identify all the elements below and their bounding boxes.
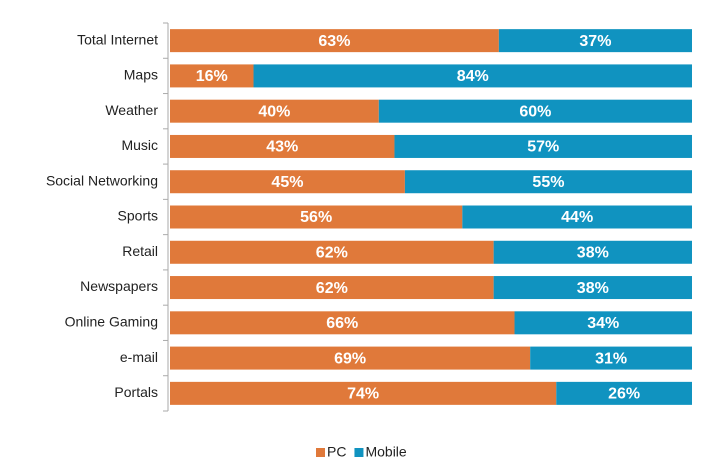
value-label: 26% — [608, 386, 640, 403]
value-label: 45% — [271, 174, 303, 191]
bar-segment — [170, 240, 494, 264]
legend-label: PC — [327, 444, 346, 460]
value-label: 16% — [196, 68, 228, 85]
bar-segment — [170, 134, 395, 158]
category-label: Portals — [114, 384, 158, 400]
category-label: Sports — [118, 208, 158, 224]
bar-segment — [556, 381, 692, 405]
bar-segment — [170, 381, 557, 405]
value-label: 43% — [266, 139, 298, 156]
value-label: 40% — [258, 103, 290, 120]
value-label: 44% — [561, 209, 593, 226]
bar-segment — [170, 205, 463, 229]
bar-segment — [170, 29, 499, 53]
legend-swatch — [354, 448, 364, 457]
category-label: e-mail — [120, 349, 158, 365]
category-label: Maps — [124, 67, 158, 83]
category-label: Weather — [105, 102, 158, 118]
bar-segment — [170, 170, 405, 194]
category-label: Newspapers — [80, 278, 158, 294]
category-label: Social Networking — [46, 172, 158, 188]
value-label: 62% — [316, 244, 348, 261]
bar-segment — [404, 170, 692, 194]
value-label: 37% — [579, 33, 611, 50]
bar-segment — [498, 29, 692, 53]
bar-segment — [530, 346, 692, 370]
value-label: 31% — [595, 350, 627, 367]
bar-segment — [493, 276, 692, 300]
value-label: 56% — [300, 209, 332, 226]
value-label: 57% — [527, 139, 559, 156]
bar-segment — [170, 346, 531, 370]
bar-segment — [493, 240, 692, 264]
legend-swatch — [316, 448, 325, 457]
value-label: 38% — [577, 244, 609, 261]
value-label: 84% — [457, 68, 489, 85]
value-label: 63% — [318, 33, 350, 50]
value-label: 34% — [587, 315, 619, 332]
category-label: Music — [121, 137, 158, 153]
value-label: 69% — [334, 350, 366, 367]
value-label: 38% — [577, 280, 609, 297]
category-label: Online Gaming — [65, 314, 158, 330]
value-label: 66% — [326, 315, 358, 332]
bar-segment — [253, 64, 692, 88]
value-label: 62% — [316, 280, 348, 297]
bar-segment — [378, 99, 692, 123]
value-label: 60% — [519, 103, 551, 120]
category-label: Retail — [122, 243, 158, 259]
bar-segment — [170, 276, 494, 300]
bar-segment — [170, 99, 379, 123]
value-label: 55% — [532, 174, 564, 191]
bar-segment — [170, 64, 254, 88]
value-label: 74% — [347, 386, 379, 403]
bar-segment — [170, 311, 515, 335]
bar-segment — [462, 205, 692, 229]
bar-segment — [514, 311, 692, 335]
legend-label: Mobile — [365, 444, 406, 460]
bar-segment — [394, 134, 692, 158]
category-label: Total Internet — [77, 31, 158, 47]
